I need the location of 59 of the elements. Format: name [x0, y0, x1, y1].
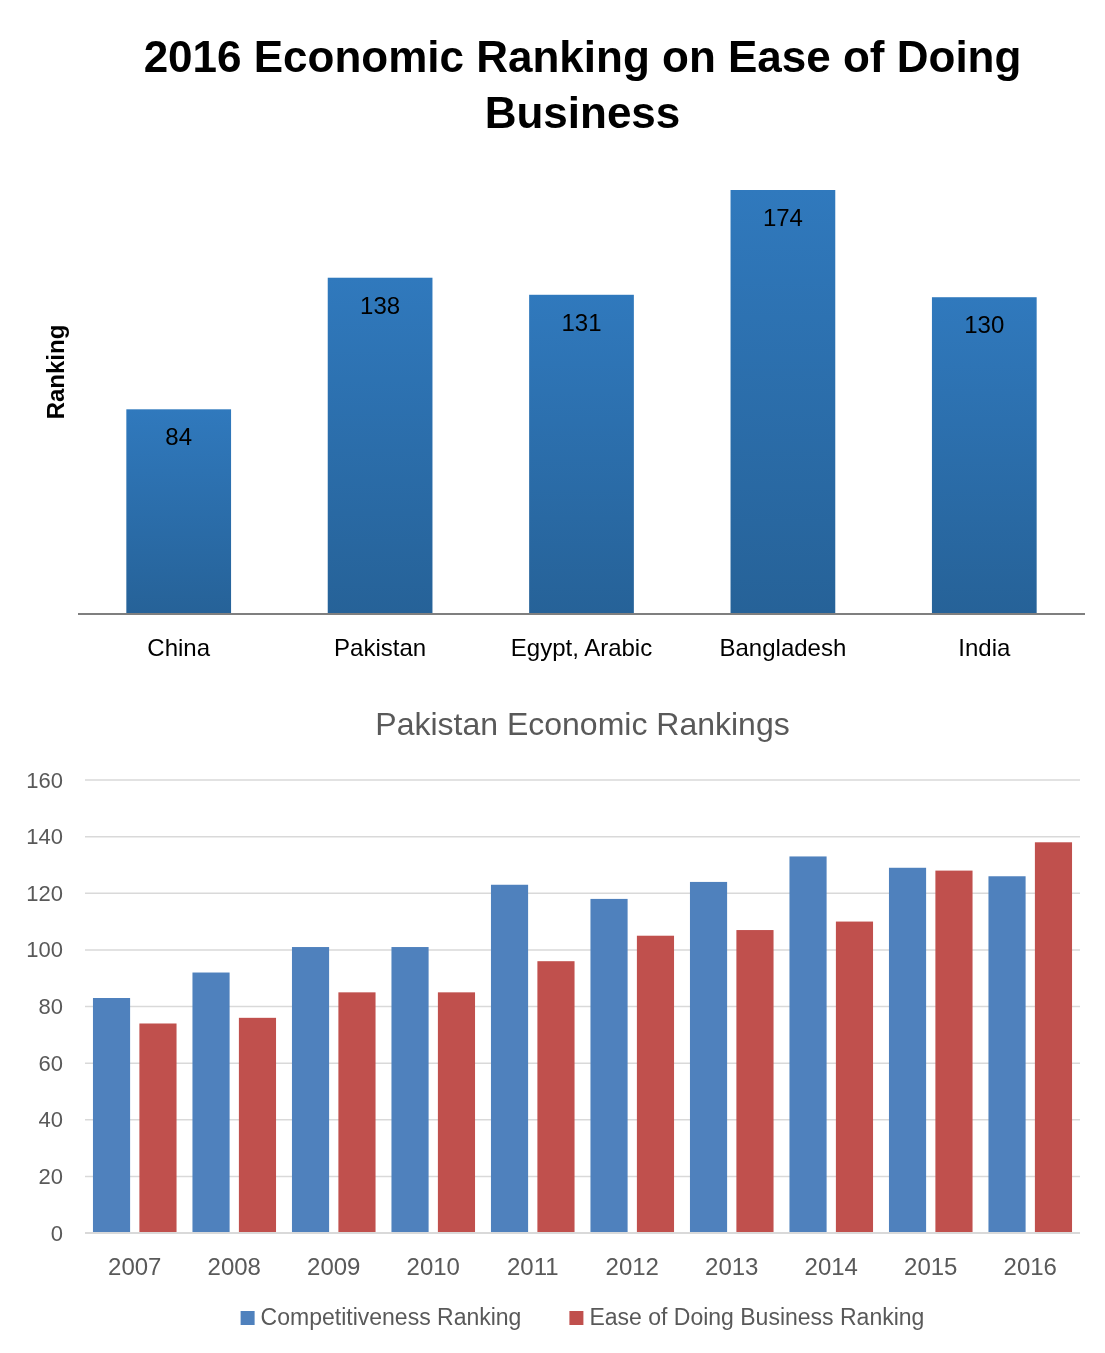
x-tick-label: Pakistan [334, 634, 427, 661]
x-tick-label: India [958, 634, 1011, 661]
bar [835, 921, 874, 1233]
legend-label: Competitiveness Ranking [260, 1304, 522, 1330]
bar [92, 998, 131, 1233]
bar [291, 947, 330, 1233]
y-tick-label: 40 [38, 1107, 63, 1133]
bar [988, 876, 1026, 1233]
x-tick-label: Egypt, Arabic [510, 634, 653, 661]
chart-title: 2016 Economic Ranking on Ease of Doing Business [143, 32, 1022, 137]
bar [590, 898, 628, 1233]
bar [736, 930, 774, 1233]
x-tick-label: 2008 [207, 1253, 261, 1280]
legend-label: Ease of Doing Business Ranking [589, 1304, 925, 1330]
bar [238, 1017, 277, 1233]
x-tick-label: 2014 [804, 1253, 858, 1280]
bar [931, 297, 1037, 614]
y-tick-label: 120 [26, 880, 63, 906]
bar [537, 961, 575, 1233]
data-label: 130 [964, 311, 1005, 339]
bar [529, 294, 634, 614]
y-axis-title: Ranking [42, 324, 69, 420]
x-tick-label: China [147, 634, 211, 661]
data-label: 174 [762, 204, 803, 231]
x-tick-label: Bangladesh [719, 634, 847, 661]
data-label: 84 [165, 423, 193, 451]
bar [888, 867, 927, 1233]
bar [935, 870, 973, 1233]
x-tick-label: 2009 [307, 1253, 361, 1280]
chart-title: Pakistan Economic Rankings [375, 706, 790, 742]
x-tick-label: 2007 [108, 1253, 162, 1280]
x-tick-label: 2016 [1003, 1253, 1057, 1280]
bar [192, 972, 230, 1233]
y-tick-label: 80 [38, 994, 63, 1020]
x-tick-label: 2013 [705, 1253, 759, 1280]
bar [730, 190, 836, 614]
bar [636, 935, 675, 1233]
x-tick-label: 2015 [904, 1253, 958, 1280]
y-tick-label: 0 [50, 1220, 63, 1246]
bar [437, 992, 476, 1233]
x-tick-label: 2011 [506, 1253, 559, 1280]
bar [139, 1023, 177, 1233]
data-label: 138 [360, 291, 401, 319]
data-label: 131 [561, 308, 602, 336]
x-tick-label: 2010 [406, 1253, 460, 1280]
bar [391, 947, 429, 1233]
bar [490, 884, 529, 1233]
bar [338, 992, 376, 1233]
bar [126, 409, 232, 614]
bar [689, 881, 728, 1233]
y-tick-label: 160 [26, 767, 63, 793]
bar [789, 856, 827, 1233]
y-tick-label: 100 [26, 937, 63, 963]
bar [1034, 842, 1073, 1233]
x-tick-label: 2012 [605, 1253, 659, 1280]
y-tick-label: 20 [38, 1163, 63, 1189]
y-tick-label: 140 [26, 824, 63, 850]
bar [327, 277, 433, 614]
y-tick-label: 60 [38, 1050, 63, 1076]
